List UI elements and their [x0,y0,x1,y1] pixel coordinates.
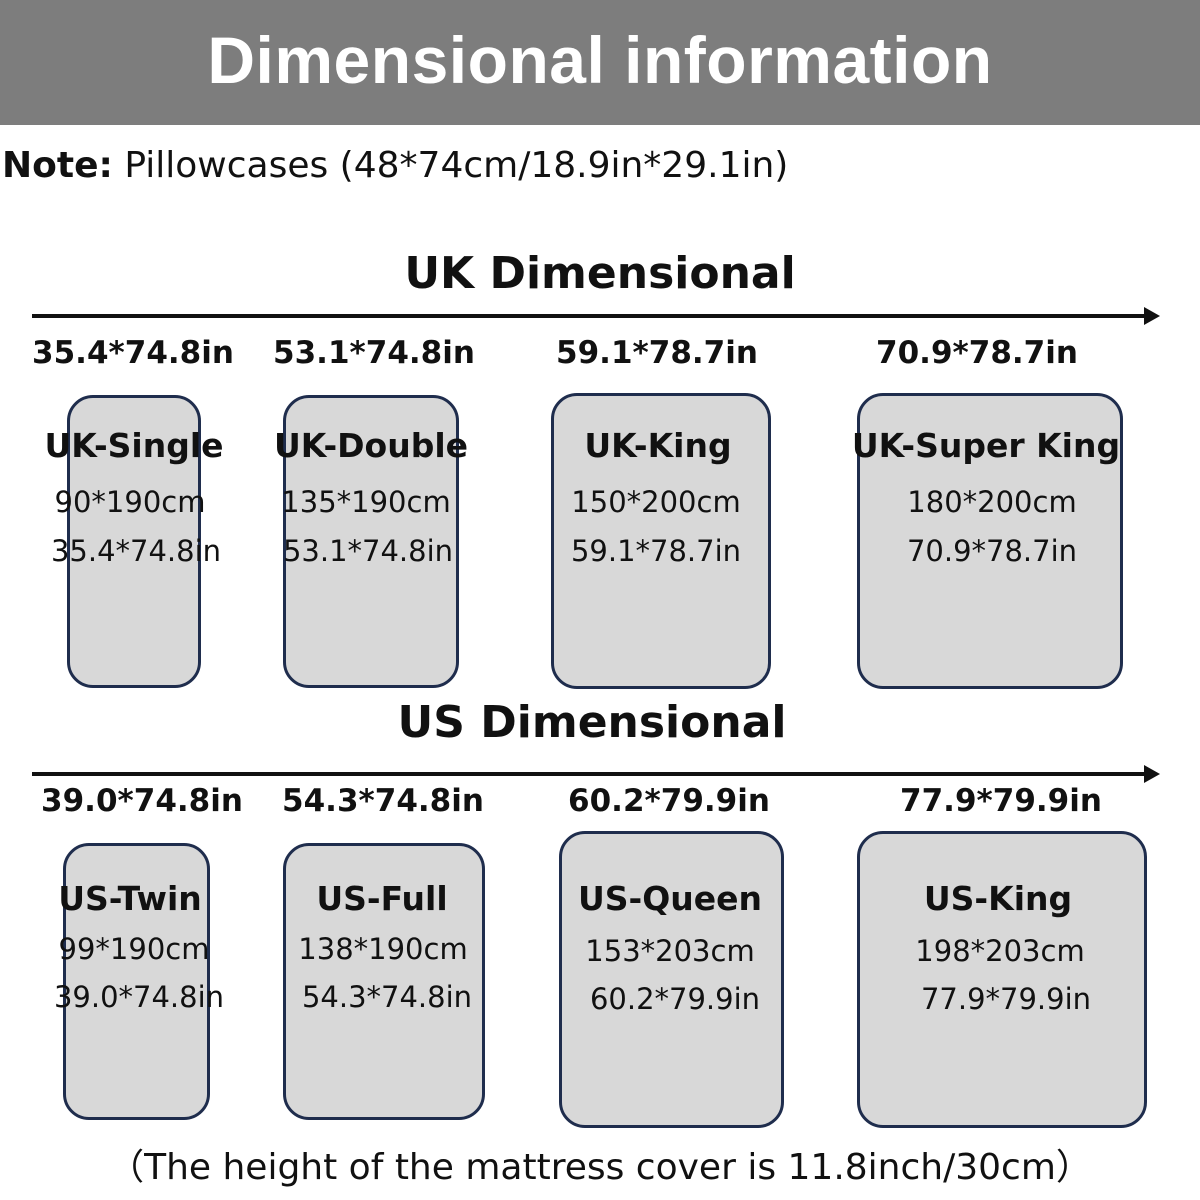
us-arrow-icon [32,765,1160,783]
us-queen-bed-shape [559,831,784,1128]
uk-king-name: UK-King [584,426,732,465]
uk-king-dimension-label: 59.1*78.7in [556,335,758,371]
uk-super-king-cm: 180*200cm [907,485,1077,519]
uk-super-king-bed-shape [857,393,1123,689]
mattress-height-note: （The height of the mattress cover is 11.… [108,1147,1092,1188]
us-full-in: 54.3*74.8in [301,980,473,1014]
us-queen-name: US-Queen [577,879,763,918]
page-title: Dimensional information [207,23,993,97]
uk-single-name: UK-Single [44,426,224,465]
us-full-dimension-label: 54.3*74.8in [282,783,484,819]
us-king-name: US-King [923,879,1073,918]
us-twin-dimension-label: 39.0*74.8in [41,783,243,819]
title-banner: Dimensional information [0,0,1200,125]
us-king-bed-shape [857,831,1147,1128]
us-full-bed-shape [283,843,485,1120]
us-full-name: US-Full [316,879,448,918]
uk-super-king-in: 70.9*78.7in [906,534,1078,568]
uk-king-in: 59.1*78.7in [570,534,742,568]
us-queen-dimension-label: 60.2*79.9in [568,783,770,819]
uk-single-dimension-label: 35.4*74.8in [32,335,234,371]
pillowcase-note: Note: Pillowcases (48*74cm/18.9in*29.1in… [2,145,788,186]
uk-double-cm: 135*190cm [281,485,451,519]
uk-king-cm: 150*200cm [571,485,741,519]
us-twin-in: 39.0*74.8in [53,980,225,1014]
uk-single-in: 35.4*74.8in [50,534,222,568]
us-king-dimension-label: 77.9*79.9in [900,783,1102,819]
us-twin-name: US-Twin [58,879,202,918]
uk-super-king-dimension-label: 70.9*78.7in [876,335,1078,371]
uk-double-dimension-label: 53.1*74.8in [273,335,475,371]
uk-single-bed-shape [67,395,201,688]
uk-double-in: 53.1*74.8in [282,534,454,568]
us-king-cm: 198*203cm [915,934,1085,968]
us-king-in: 77.9*79.9in [920,982,1092,1016]
uk-arrow-icon [32,307,1160,325]
uk-single-cm: 90*190cm [54,485,206,519]
uk-super-king-name: UK-Super King [851,426,1121,465]
uk-double-bed-shape [283,395,459,688]
us-full-cm: 138*190cm [298,932,468,966]
uk-section-title: UK Dimensional [404,248,796,299]
us-twin-bed-shape [63,843,210,1120]
us-section-title: US Dimensional [397,697,787,748]
us-queen-in: 60.2*79.9in [589,982,761,1016]
note-label: Note: [2,145,113,186]
uk-king-bed-shape [551,393,771,689]
note-text: Pillowcases (48*74cm/18.9in*29.1in) [112,145,789,186]
us-queen-cm: 153*203cm [585,934,755,968]
uk-double-name: UK-Double [273,426,469,465]
us-twin-cm: 99*190cm [58,932,210,966]
